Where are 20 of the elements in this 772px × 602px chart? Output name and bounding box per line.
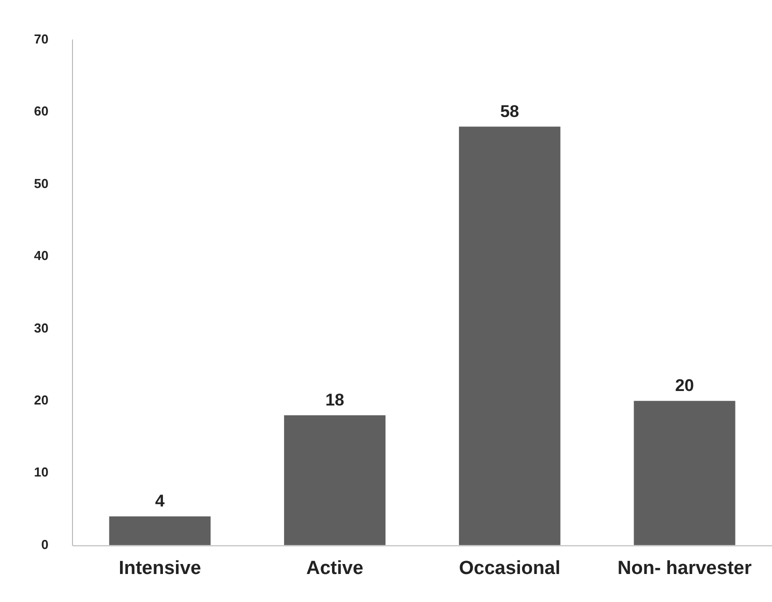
- x-tick-label: Intensive: [118, 558, 202, 579]
- y-tick-label: 40: [34, 248, 48, 264]
- bar: [284, 415, 386, 546]
- data-label: 58: [500, 102, 520, 121]
- y-tick-label: 60: [34, 104, 48, 119]
- data-label: 18: [325, 390, 344, 410]
- data-label: 4: [155, 492, 166, 511]
- y-tick-label: 10: [34, 464, 48, 480]
- x-tick-label: Non- harvester: [618, 558, 752, 579]
- bar: [109, 516, 211, 546]
- data-label: 20: [675, 376, 694, 396]
- y-tick-label: 20: [34, 392, 48, 408]
- bar: [634, 400, 736, 546]
- y-tick-label: 70: [34, 32, 48, 47]
- y-tick-label: 0: [41, 536, 48, 552]
- bar: [458, 126, 560, 546]
- y-tick-label: 30: [34, 320, 48, 336]
- x-tick-label: Occasional: [458, 558, 560, 579]
- y-tick-label: 50: [34, 176, 48, 191]
- x-tick-label: Active: [306, 558, 364, 579]
